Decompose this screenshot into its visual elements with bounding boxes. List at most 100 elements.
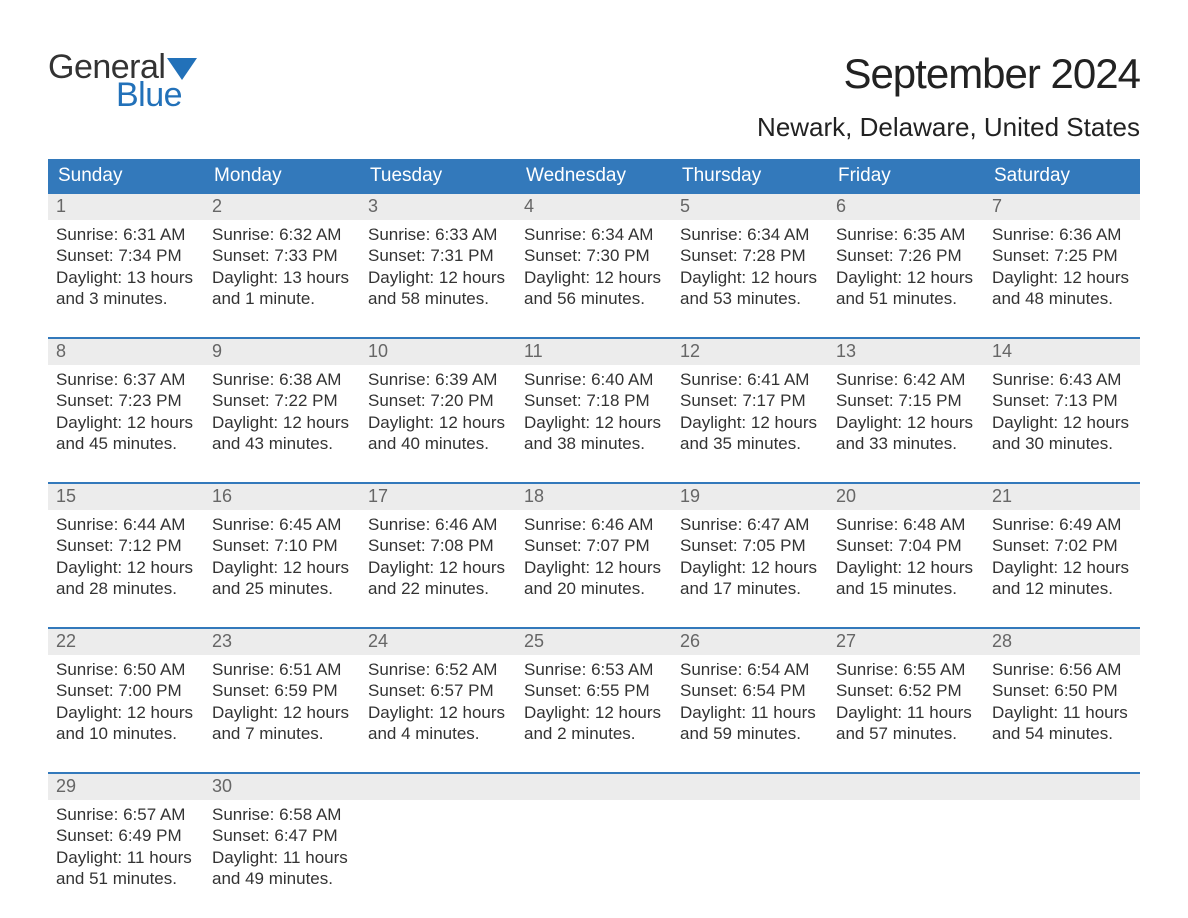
sunrise-text: Sunrise: 6:34 AM: [524, 224, 664, 245]
sunrise-text: Sunrise: 6:43 AM: [992, 369, 1132, 390]
dl2-text: and 7 minutes.: [212, 723, 352, 744]
weekday-header: Saturday: [984, 159, 1140, 194]
dl2-text: and 22 minutes.: [368, 578, 508, 599]
daynum-row: 2930: [48, 772, 1140, 800]
dl1-text: Daylight: 12 hours: [836, 557, 976, 578]
sunset-text: Sunset: 7:05 PM: [680, 535, 820, 556]
sunset-text: Sunset: 7:13 PM: [992, 390, 1132, 411]
day-cell: Sunrise: 6:34 AMSunset: 7:30 PMDaylight:…: [516, 220, 672, 337]
dl1-text: Daylight: 12 hours: [680, 267, 820, 288]
sunset-text: Sunset: 7:20 PM: [368, 390, 508, 411]
dl2-text: and 58 minutes.: [368, 288, 508, 309]
day-number: 9: [204, 339, 360, 365]
sunset-text: Sunset: 7:26 PM: [836, 245, 976, 266]
dl2-text: and 51 minutes.: [56, 868, 196, 889]
sunset-text: Sunset: 7:10 PM: [212, 535, 352, 556]
day-cell: Sunrise: 6:34 AMSunset: 7:28 PMDaylight:…: [672, 220, 828, 337]
day-cell: Sunrise: 6:33 AMSunset: 7:31 PMDaylight:…: [360, 220, 516, 337]
dl1-text: Daylight: 12 hours: [56, 702, 196, 723]
dl1-text: Daylight: 12 hours: [368, 702, 508, 723]
dl2-text: and 56 minutes.: [524, 288, 664, 309]
dl2-text: and 25 minutes.: [212, 578, 352, 599]
week-row: Sunrise: 6:57 AMSunset: 6:49 PMDaylight:…: [48, 800, 1140, 917]
sunrise-text: Sunrise: 6:31 AM: [56, 224, 196, 245]
dl2-text: and 33 minutes.: [836, 433, 976, 454]
sunset-text: Sunset: 7:04 PM: [836, 535, 976, 556]
day-cell: Sunrise: 6:51 AMSunset: 6:59 PMDaylight:…: [204, 655, 360, 772]
weekday-header: Thursday: [672, 159, 828, 194]
day-number: 14: [984, 339, 1140, 365]
day-number: 19: [672, 484, 828, 510]
sunset-text: Sunset: 7:12 PM: [56, 535, 196, 556]
dl2-text: and 2 minutes.: [524, 723, 664, 744]
sunrise-text: Sunrise: 6:52 AM: [368, 659, 508, 680]
day-cell: Sunrise: 6:42 AMSunset: 7:15 PMDaylight:…: [828, 365, 984, 482]
dl1-text: Daylight: 12 hours: [212, 557, 352, 578]
sunrise-text: Sunrise: 6:42 AM: [836, 369, 976, 390]
dl1-text: Daylight: 12 hours: [992, 267, 1132, 288]
day-number: 2: [204, 194, 360, 220]
sunrise-text: Sunrise: 6:32 AM: [212, 224, 352, 245]
dl2-text: and 1 minute.: [212, 288, 352, 309]
day-cell: Sunrise: 6:50 AMSunset: 7:00 PMDaylight:…: [48, 655, 204, 772]
week-row: Sunrise: 6:50 AMSunset: 7:00 PMDaylight:…: [48, 655, 1140, 772]
dl1-text: Daylight: 12 hours: [212, 412, 352, 433]
dl2-text: and 10 minutes.: [56, 723, 196, 744]
day-cell: Sunrise: 6:45 AMSunset: 7:10 PMDaylight:…: [204, 510, 360, 627]
dl1-text: Daylight: 11 hours: [836, 702, 976, 723]
dl2-text: and 49 minutes.: [212, 868, 352, 889]
dl1-text: Daylight: 12 hours: [524, 702, 664, 723]
dl2-text: and 12 minutes.: [992, 578, 1132, 599]
dl1-text: Daylight: 12 hours: [524, 267, 664, 288]
day-cell: Sunrise: 6:57 AMSunset: 6:49 PMDaylight:…: [48, 800, 204, 917]
day-cell: Sunrise: 6:44 AMSunset: 7:12 PMDaylight:…: [48, 510, 204, 627]
dl2-text: and 4 minutes.: [368, 723, 508, 744]
sunset-text: Sunset: 6:49 PM: [56, 825, 196, 846]
day-number: 17: [360, 484, 516, 510]
sunrise-text: Sunrise: 6:38 AM: [212, 369, 352, 390]
dl1-text: Daylight: 12 hours: [524, 412, 664, 433]
day-cell: Sunrise: 6:46 AMSunset: 7:08 PMDaylight:…: [360, 510, 516, 627]
sunrise-text: Sunrise: 6:45 AM: [212, 514, 352, 535]
day-number: 15: [48, 484, 204, 510]
day-cell: Sunrise: 6:54 AMSunset: 6:54 PMDaylight:…: [672, 655, 828, 772]
day-number: 27: [828, 629, 984, 655]
day-cell: Sunrise: 6:49 AMSunset: 7:02 PMDaylight:…: [984, 510, 1140, 627]
sunset-text: Sunset: 7:02 PM: [992, 535, 1132, 556]
day-number: 6: [828, 194, 984, 220]
week-row: Sunrise: 6:44 AMSunset: 7:12 PMDaylight:…: [48, 510, 1140, 627]
day-number: 10: [360, 339, 516, 365]
dl1-text: Daylight: 13 hours: [212, 267, 352, 288]
day-cell: Sunrise: 6:39 AMSunset: 7:20 PMDaylight:…: [360, 365, 516, 482]
dl2-text: and 35 minutes.: [680, 433, 820, 454]
dl2-text: and 59 minutes.: [680, 723, 820, 744]
sunset-text: Sunset: 7:30 PM: [524, 245, 664, 266]
sunset-text: Sunset: 6:55 PM: [524, 680, 664, 701]
title-block: September 2024 Newark, Delaware, United …: [757, 50, 1140, 143]
dl1-text: Daylight: 11 hours: [680, 702, 820, 723]
dl1-text: Daylight: 12 hours: [680, 412, 820, 433]
weeks-container: 1234567Sunrise: 6:31 AMSunset: 7:34 PMDa…: [48, 194, 1140, 917]
day-number: 5: [672, 194, 828, 220]
sunrise-text: Sunrise: 6:49 AM: [992, 514, 1132, 535]
dl2-text: and 38 minutes.: [524, 433, 664, 454]
sunrise-text: Sunrise: 6:48 AM: [836, 514, 976, 535]
day-cell: Sunrise: 6:41 AMSunset: 7:17 PMDaylight:…: [672, 365, 828, 482]
day-number: 25: [516, 629, 672, 655]
calendar: Sunday Monday Tuesday Wednesday Thursday…: [48, 159, 1140, 917]
weekday-header: Tuesday: [360, 159, 516, 194]
dl1-text: Daylight: 12 hours: [524, 557, 664, 578]
dl2-text: and 51 minutes.: [836, 288, 976, 309]
dl1-text: Daylight: 12 hours: [368, 412, 508, 433]
sunrise-text: Sunrise: 6:55 AM: [836, 659, 976, 680]
sunrise-text: Sunrise: 6:58 AM: [212, 804, 352, 825]
sunset-text: Sunset: 7:28 PM: [680, 245, 820, 266]
sunrise-text: Sunrise: 6:39 AM: [368, 369, 508, 390]
day-cell: Sunrise: 6:40 AMSunset: 7:18 PMDaylight:…: [516, 365, 672, 482]
logo: General Blue: [48, 50, 197, 112]
week-row: Sunrise: 6:37 AMSunset: 7:23 PMDaylight:…: [48, 365, 1140, 482]
header: General Blue September 2024 Newark, Dela…: [48, 50, 1140, 143]
dl1-text: Daylight: 12 hours: [992, 557, 1132, 578]
day-cell: Sunrise: 6:48 AMSunset: 7:04 PMDaylight:…: [828, 510, 984, 627]
dl1-text: Daylight: 12 hours: [836, 412, 976, 433]
